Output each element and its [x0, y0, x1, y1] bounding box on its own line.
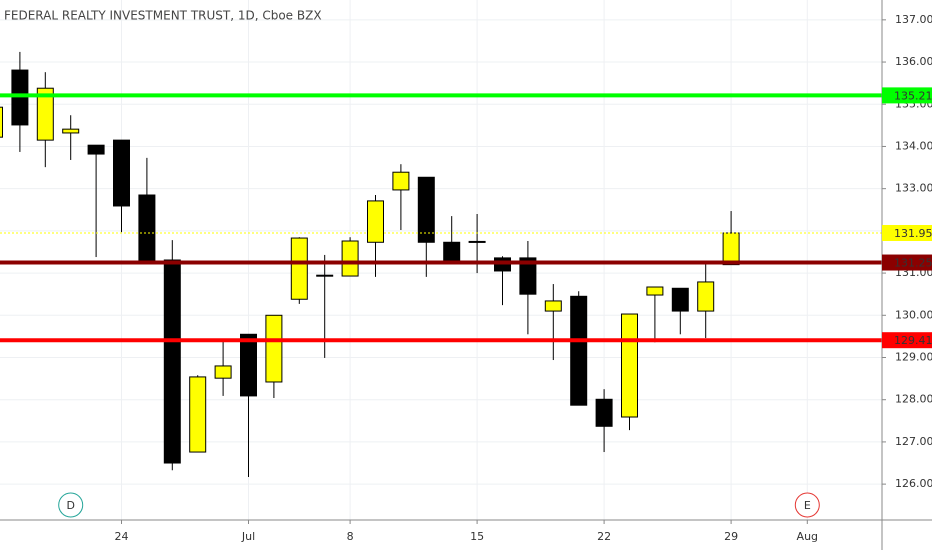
axes: 126.00127.00128.00129.00130.00131.00132.… — [58, 13, 932, 543]
y-tick-label: 136.00 — [895, 55, 932, 68]
candle-body — [697, 281, 715, 312]
x-tick-label: 8 — [347, 530, 354, 543]
event-label: D — [66, 499, 74, 512]
candle-body — [722, 232, 740, 266]
price-label: 131.95 — [894, 227, 932, 240]
candle-body — [62, 128, 80, 134]
candle-body — [367, 200, 384, 243]
price-label-bg — [882, 254, 932, 271]
y-tick-label: 128.00 — [895, 393, 932, 406]
candle-body — [544, 300, 562, 312]
price-label: 129.41 — [894, 334, 932, 347]
candle-body — [189, 376, 207, 453]
y-tick-label: 137.00 — [895, 13, 932, 26]
candle-body — [0, 106, 3, 138]
candle-body — [163, 259, 181, 464]
candle-body — [113, 139, 130, 207]
price-label-bg — [882, 87, 932, 104]
candle-body — [87, 144, 105, 155]
candle-body — [290, 237, 308, 300]
y-tick-label: 127.00 — [895, 435, 932, 448]
candle-body — [671, 287, 689, 312]
x-tick-label: 24 — [115, 530, 129, 543]
candle-body — [443, 241, 461, 262]
candle-body — [341, 240, 359, 277]
candle-body — [646, 286, 664, 296]
candle-body — [138, 194, 156, 263]
y-tick-label: 134.00 — [895, 139, 932, 152]
price-label: 131.25 — [894, 257, 932, 270]
y-tick-label: 133.00 — [895, 182, 932, 195]
candle-body — [519, 257, 537, 295]
candle-body — [240, 333, 257, 397]
x-tick-label: 29 — [724, 530, 738, 543]
candle-body — [570, 295, 588, 406]
price-label-bg — [882, 332, 932, 349]
chart-title: FEDERAL REALTY INVESTMENT TRUST, 1D, Cbo… — [4, 9, 322, 23]
event-marker — [794, 492, 820, 518]
price-label: 135.21 — [894, 89, 932, 102]
grid — [0, 0, 882, 520]
x-tick-label: Jul — [241, 530, 255, 543]
candle-body — [621, 313, 638, 418]
y-tick-label: 129.00 — [895, 351, 932, 364]
candle-body — [214, 365, 232, 379]
x-tick-label: 22 — [597, 530, 611, 543]
x-tick-label: 15 — [470, 530, 484, 543]
y-tick-label: 130.00 — [895, 308, 932, 321]
candle-body — [36, 87, 54, 141]
candle-body — [595, 398, 613, 427]
candle-body — [316, 274, 334, 277]
x-tick-label: Aug — [797, 530, 818, 543]
candle-body — [468, 240, 486, 243]
event-marker — [58, 492, 84, 518]
candle-body — [417, 176, 435, 243]
candle-body — [392, 171, 410, 191]
candle-body — [11, 69, 29, 126]
event-label: E — [804, 499, 811, 512]
plot-area — [0, 51, 882, 477]
candle-body — [265, 314, 283, 383]
price-label-bg — [882, 224, 932, 241]
y-tick-label: 126.00 — [895, 477, 932, 490]
